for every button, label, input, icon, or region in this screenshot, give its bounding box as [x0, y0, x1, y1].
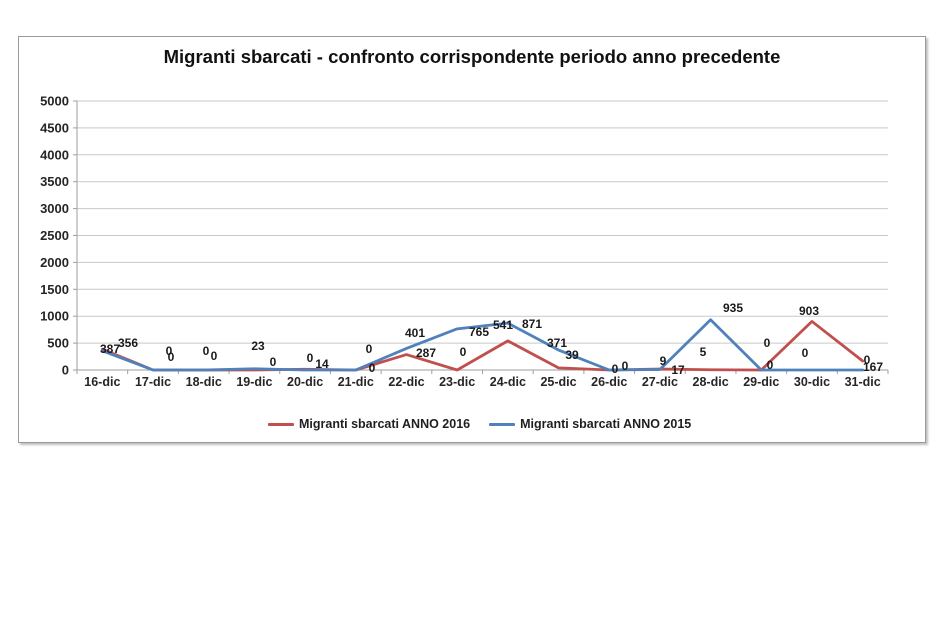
legend-item-2015: Migranti sbarcati ANNO 2015	[489, 417, 691, 431]
legend-label-2016: Migranti sbarcati ANNO 2016	[299, 417, 471, 431]
legend: Migranti sbarcati ANNO 2016 Migranti sba…	[268, 415, 691, 433]
legend-marker-2015	[489, 422, 516, 426]
chart-container: Migranti sbarcati - confronto corrispond…	[18, 36, 926, 443]
legend-item-2016: Migranti sbarcati ANNO 2016	[268, 417, 470, 431]
legend-label-2015: Migranti sbarcati ANNO 2015	[520, 417, 692, 431]
chart-title: Migranti sbarcati - confronto corrispond…	[163, 46, 781, 67]
legend-marker-2016	[268, 422, 294, 426]
